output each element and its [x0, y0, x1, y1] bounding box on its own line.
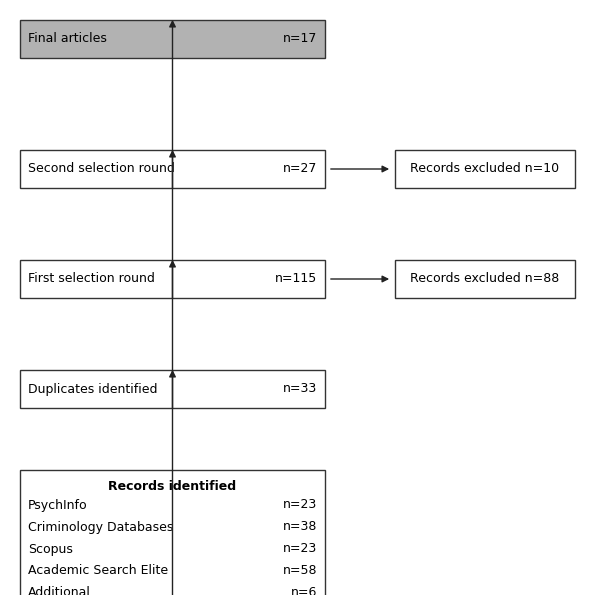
Text: Records excluded n=88: Records excluded n=88	[411, 273, 560, 286]
Text: Criminology Databases: Criminology Databases	[28, 521, 173, 534]
Text: Academic Search Elite: Academic Search Elite	[28, 565, 168, 578]
Text: n=6: n=6	[290, 587, 317, 595]
Text: Second selection round: Second selection round	[28, 162, 175, 176]
Bar	[20, 470, 325, 595]
Text: n=33: n=33	[283, 383, 317, 396]
Text: Scopus: Scopus	[28, 543, 73, 556]
Text: Records identified: Records identified	[108, 480, 237, 493]
Text: Records excluded n=10: Records excluded n=10	[411, 162, 560, 176]
Text: n=23: n=23	[283, 499, 317, 512]
Bar	[20, 370, 325, 408]
Bar	[20, 260, 325, 298]
Text: PsychInfo: PsychInfo	[28, 499, 88, 512]
Text: n=38: n=38	[283, 521, 317, 534]
Text: n=115: n=115	[274, 273, 317, 286]
Bar	[395, 150, 575, 188]
Bar	[395, 260, 575, 298]
Text: n=23: n=23	[283, 543, 317, 556]
Text: Final articles: Final articles	[28, 33, 107, 45]
Bar	[20, 150, 325, 188]
Text: First selection round: First selection round	[28, 273, 155, 286]
Bar	[20, 20, 325, 58]
Text: Additional: Additional	[28, 587, 91, 595]
Text: n=27: n=27	[283, 162, 317, 176]
Text: n=17: n=17	[283, 33, 317, 45]
Text: n=58: n=58	[283, 565, 317, 578]
Text: Duplicates identified: Duplicates identified	[28, 383, 157, 396]
